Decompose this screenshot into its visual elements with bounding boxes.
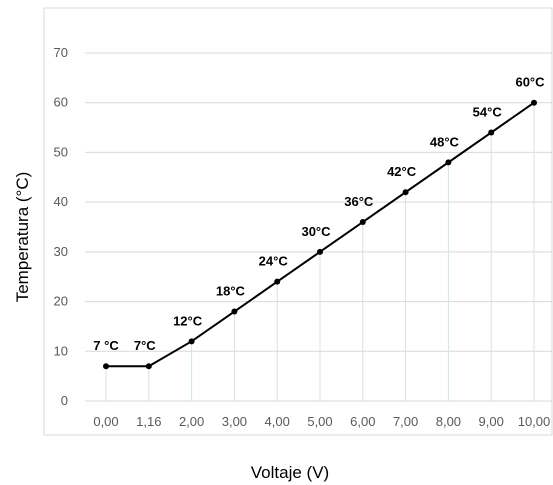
y-tick-label: 70 bbox=[54, 45, 68, 60]
data-point bbox=[531, 99, 537, 106]
y-tick-label: 20 bbox=[54, 294, 68, 309]
data-label: 30°C bbox=[301, 224, 331, 239]
data-point bbox=[317, 248, 323, 255]
y-axis-title: Temperatura (°C) bbox=[13, 172, 32, 303]
x-tick-label: 4,00 bbox=[265, 414, 290, 429]
y-tick-label: 50 bbox=[54, 144, 68, 159]
data-label: 36°C bbox=[344, 194, 374, 209]
y-axis-ticks: 0 10 20 30 40 50 60 70 bbox=[54, 45, 68, 408]
data-point bbox=[445, 159, 452, 166]
data-point bbox=[145, 363, 152, 370]
data-label: 24°C bbox=[259, 254, 289, 269]
y-tick-label: 0 bbox=[61, 393, 68, 408]
data-point bbox=[103, 363, 109, 370]
x-tick-label: 5,00 bbox=[307, 414, 332, 429]
x-axis-title: Voltaje (V) bbox=[251, 463, 329, 482]
data-label: 48°C bbox=[430, 134, 460, 149]
data-point bbox=[188, 338, 195, 345]
y-tick-label: 10 bbox=[54, 343, 68, 358]
y-tick-label: 60 bbox=[54, 95, 68, 110]
data-label: 12°C bbox=[173, 313, 203, 328]
x-tick-label: 3,00 bbox=[222, 414, 247, 429]
x-axis-ticks: 0,00 1,16 2,00 3,00 4,00 5,00 6,00 7,00 8,00 9,00… bbox=[93, 414, 550, 429]
data-label: 54°C bbox=[473, 105, 503, 120]
data-labels: 7 °C 7°C 12°C 18°C 24°C 30°C 36°C 42°C 48°C 54°C 6… bbox=[93, 75, 545, 353]
data-point bbox=[488, 129, 495, 136]
data-label: 18°C bbox=[216, 284, 246, 299]
data-label: 7°C bbox=[134, 338, 156, 353]
drop-lines bbox=[105, 102, 535, 401]
x-tick-label: 6,00 bbox=[350, 414, 375, 429]
x-tick-label: 9,00 bbox=[479, 414, 504, 429]
data-point bbox=[359, 219, 366, 226]
x-tick-label: 10,00 bbox=[518, 414, 551, 429]
x-tick-label: 2,00 bbox=[179, 414, 204, 429]
data-points bbox=[103, 99, 537, 370]
data-label: 42°C bbox=[387, 164, 417, 179]
data-point bbox=[274, 278, 281, 285]
data-label: 60°C bbox=[515, 75, 545, 90]
data-point bbox=[402, 189, 409, 196]
x-tick-label: 0,00 bbox=[93, 414, 118, 429]
x-tick-label: 1,16 bbox=[136, 414, 161, 429]
x-tick-label: 8,00 bbox=[436, 414, 461, 429]
gridlines bbox=[85, 52, 552, 402]
y-tick-label: 30 bbox=[54, 244, 68, 259]
data-label: 7 °C bbox=[93, 338, 119, 353]
chart-area-border bbox=[43, 7, 553, 436]
y-tick-label: 40 bbox=[54, 194, 68, 209]
data-point bbox=[231, 308, 238, 315]
x-tick-label: 7,00 bbox=[393, 414, 418, 429]
